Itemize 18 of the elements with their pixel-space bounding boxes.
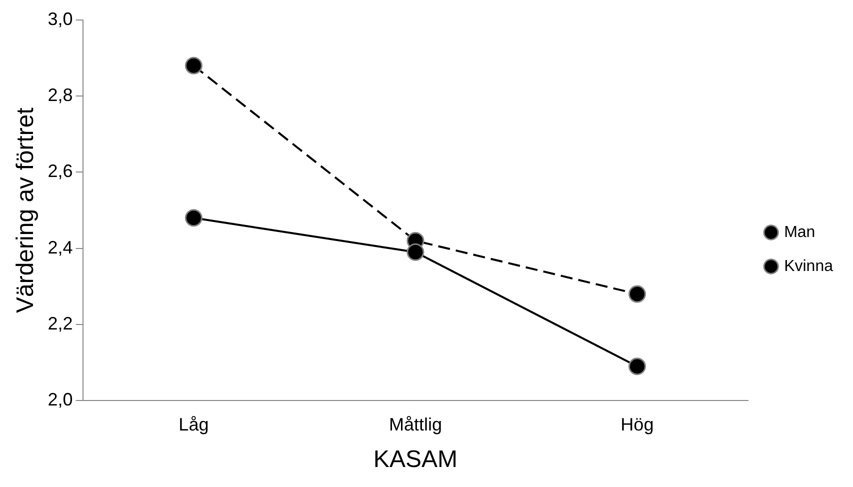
y-tick-label: 3,0: [48, 8, 73, 29]
y-tick-label: 2,8: [48, 85, 73, 106]
x-tick-label: Hög: [620, 414, 654, 434]
y-tick-label: 2,2: [48, 313, 73, 334]
legend-label: Kvinna: [784, 258, 834, 275]
x-tick-label: Måttlig: [388, 414, 442, 434]
legend-label: Man: [784, 224, 816, 241]
x-tick-label: Låg: [178, 414, 209, 434]
y-tick-label: 2,4: [48, 237, 73, 258]
point: [184, 56, 202, 74]
point: [184, 209, 202, 227]
point: [406, 243, 424, 261]
x-axis-title: KASAM: [373, 446, 458, 474]
y-tick-label: 2,0: [48, 390, 73, 410]
y-tick-label: 2,6: [48, 161, 73, 182]
point: [628, 285, 646, 303]
point: [628, 358, 646, 376]
y-axis-title: Värdering av förtret: [12, 107, 40, 314]
